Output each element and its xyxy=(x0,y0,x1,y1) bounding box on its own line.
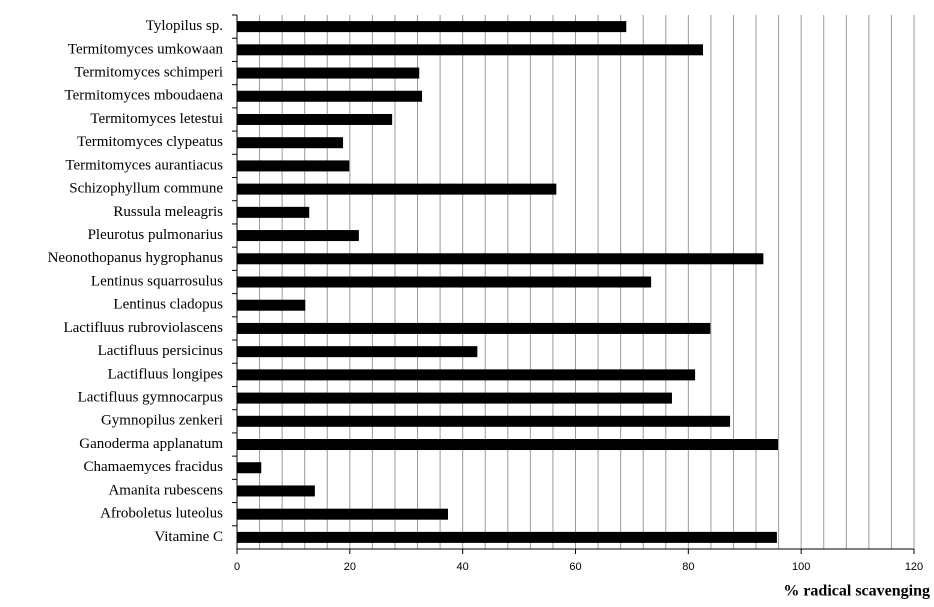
x-tick-label: 20 xyxy=(344,561,356,573)
bar xyxy=(237,508,448,520)
bar xyxy=(237,276,652,288)
bar xyxy=(237,21,627,33)
y-tick-label: Lactifluus gymnocarpus xyxy=(78,390,224,406)
bar xyxy=(237,137,344,149)
y-tick-label: Gymnopilus zenkeri xyxy=(101,413,223,429)
y-tick-label: Lactifluus longipes xyxy=(108,366,224,382)
y-tick-label: Lentinus squarrosulus xyxy=(91,273,223,289)
y-tick-label: Termitomyces clypeatus xyxy=(77,134,223,150)
bar xyxy=(237,531,777,543)
bar xyxy=(237,392,672,404)
y-tick-label: Termitomyces schimperi xyxy=(75,64,224,80)
bar xyxy=(237,67,420,79)
bar xyxy=(237,369,696,381)
x-tick-label: 80 xyxy=(682,561,694,573)
x-tick-label: 40 xyxy=(457,561,469,573)
y-tick-label: Lentinus cladopus xyxy=(113,297,223,313)
y-tick-label: Lactifluus rubroviolascens xyxy=(63,320,223,336)
bar xyxy=(237,415,731,427)
y-tick-label: Lactifluus persicinus xyxy=(98,343,224,359)
bar xyxy=(237,183,557,195)
bar xyxy=(237,462,262,474)
x-tick-label: 0 xyxy=(234,561,240,573)
y-tick-label: Termitomyces umkowaan xyxy=(68,41,224,57)
x-tick-label: 60 xyxy=(569,561,581,573)
y-tick-label: Chamaemyces fracidus xyxy=(83,459,223,475)
x-tick-label: 100 xyxy=(792,561,810,573)
bar xyxy=(237,485,315,497)
bar xyxy=(237,439,779,451)
x-axis-label: % radical scavenging xyxy=(783,583,930,600)
y-tick-label: Vitamine C xyxy=(154,529,223,545)
bar xyxy=(237,90,423,102)
bar xyxy=(237,206,310,218)
bar xyxy=(237,113,393,125)
y-tick-label: Neonothopanus hygrophanus xyxy=(48,250,224,266)
y-tick-label: Termitomyces mboudaena xyxy=(65,88,224,104)
y-tick-label: Amanita rubescens xyxy=(108,482,223,498)
bar xyxy=(237,299,306,311)
bar xyxy=(237,322,711,334)
y-tick-label: Afroboletus luteolus xyxy=(100,506,223,522)
y-tick-label: Termitomyces letestui xyxy=(90,111,223,127)
y-tick-label: Tylopilus sp. xyxy=(146,18,223,34)
bar xyxy=(237,44,704,56)
bar xyxy=(237,230,359,242)
y-tick-label: Termitomyces aurantiacus xyxy=(65,157,223,173)
bar xyxy=(237,160,350,172)
bar xyxy=(237,253,764,265)
x-tick-label: 120 xyxy=(905,561,923,573)
y-tick-label: Ganoderma applanatum xyxy=(79,436,223,452)
y-tick-label: Pleurotus pulmonarius xyxy=(88,227,224,243)
bar xyxy=(237,346,478,358)
y-tick-label: Schizophyllum commune xyxy=(69,181,223,197)
y-tick-label: Russula meleagris xyxy=(113,204,223,220)
